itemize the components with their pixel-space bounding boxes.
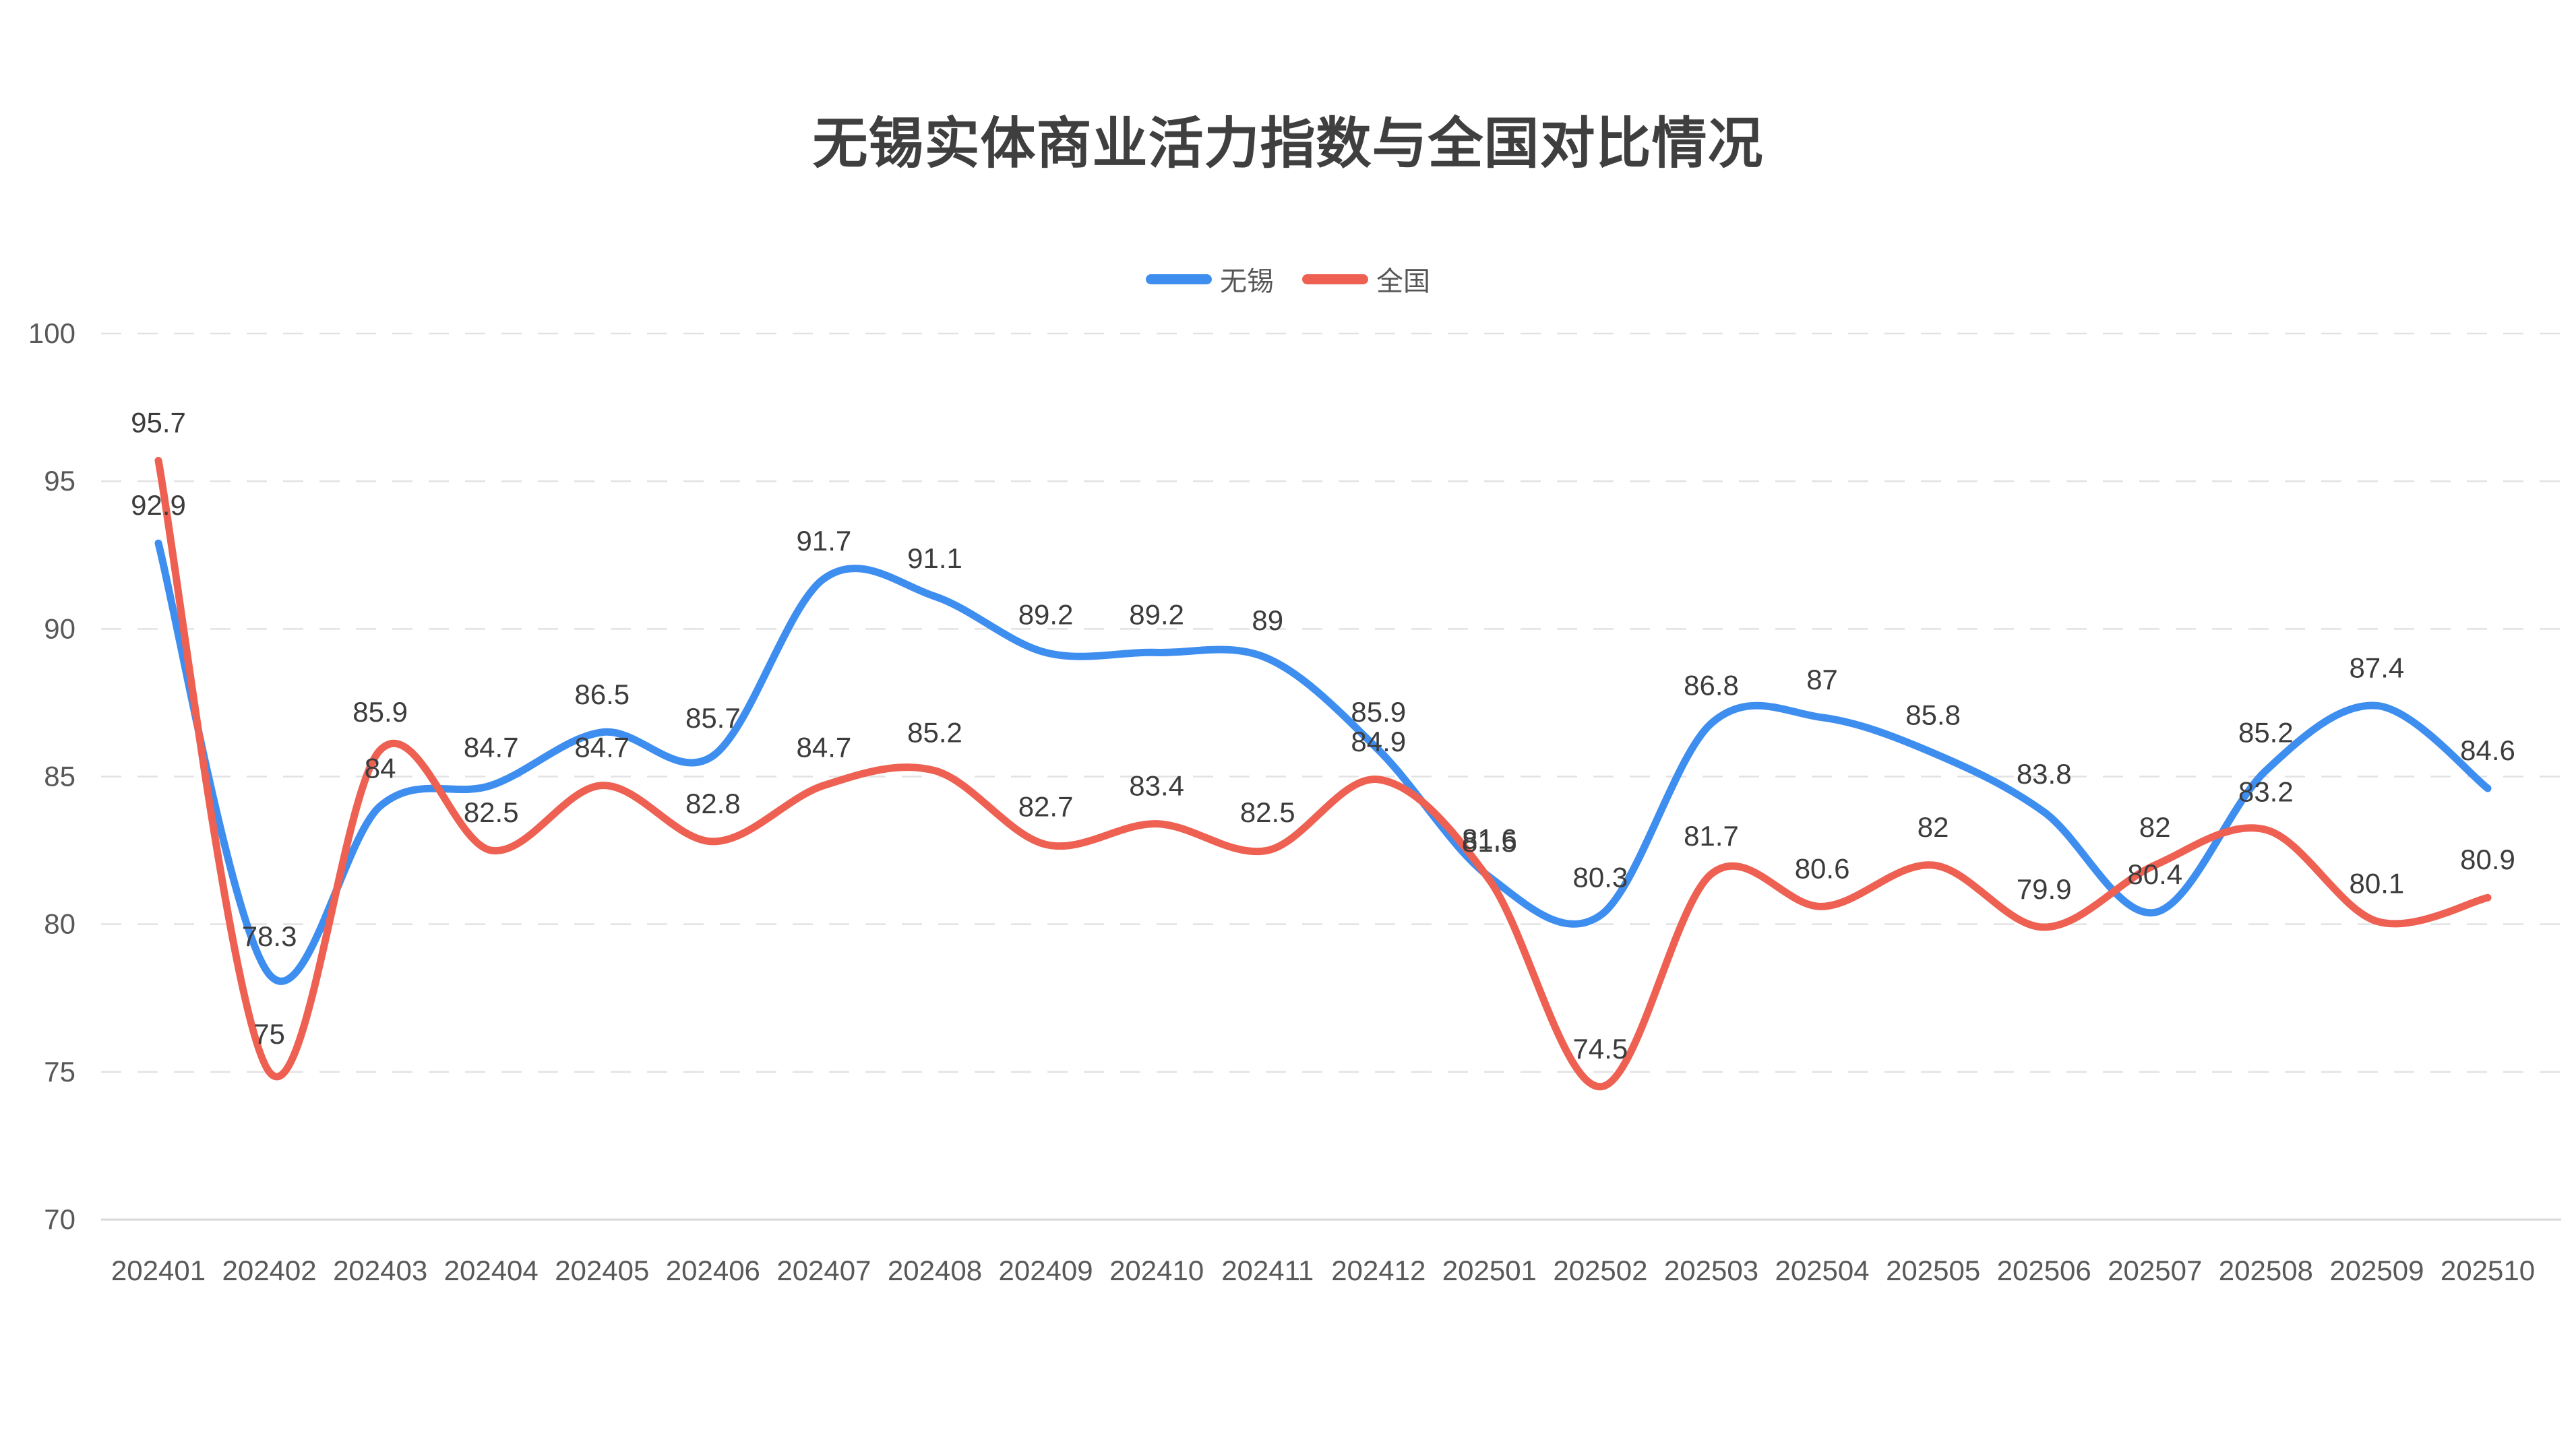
data-label-wuxi: 83.8 [2017,758,2072,790]
data-label-national: 81.5 [1462,826,1517,858]
x-tick-label: 202501 [1442,1255,1537,1286]
x-tick-label: 202407 [776,1255,871,1286]
x-tick-label: 202502 [1553,1255,1647,1286]
x-tick-label: 202506 [1997,1255,2091,1286]
data-label-wuxi: 86.5 [574,679,630,710]
x-tick-label: 202411 [1221,1255,1314,1286]
series-line-national [154,456,2492,1091]
data-label-wuxi: 86.8 [1684,670,1739,701]
x-tick-label: 202504 [1775,1255,1869,1286]
data-label-wuxi: 89.2 [1018,598,1074,630]
x-tick-label: 202409 [998,1255,1093,1286]
legend-swatch-icon [1302,274,1368,284]
x-tick-label: 202503 [1664,1255,1758,1286]
data-label-national: 81.7 [1684,820,1739,852]
data-label-national: 82.7 [1018,790,1074,822]
data-label-wuxi: 85.2 [2238,717,2294,749]
data-label-wuxi: 91.7 [797,525,852,557]
x-tick-label: 202401 [111,1255,206,1286]
data-label-wuxi: 87.4 [2350,652,2405,683]
x-tick-label: 202402 [222,1255,316,1286]
x-tick-label: 202509 [2329,1255,2424,1286]
data-label-national: 85.2 [907,717,962,749]
data-label-wuxi: 92.9 [131,489,186,521]
y-tick-label: 100 [28,317,75,349]
data-label-national: 82 [1918,811,1949,843]
data-label-national: 75 [253,1018,285,1050]
data-label-national: 80.6 [1795,852,1850,884]
y-tick-label: 95 [44,465,75,497]
data-label-wuxi: 81.6 [1462,823,1517,855]
data-label-national: 74.5 [1573,1033,1628,1065]
data-label-wuxi: 84 [365,752,396,784]
x-tick-label: 202510 [2441,1255,2535,1286]
chart-title: 无锡实体商业活力指数与全国对比情况 [812,113,1764,175]
data-label-national: 80.9 [2460,844,2515,875]
x-tick-label: 202412 [1331,1255,1425,1286]
legend-item-national[interactable]: 全国 [1302,259,1430,298]
data-label-wuxi: 91.1 [907,542,962,574]
data-label-national: 82.5 [464,796,519,828]
x-tick-label: 202508 [2219,1255,2313,1286]
data-label-national: 82.5 [1240,796,1295,828]
data-label-wuxi: 80.4 [2127,858,2182,890]
data-label-national: 85.9 [352,696,408,728]
x-tick-label: 202507 [2108,1255,2202,1286]
data-label-wuxi: 89 [1252,604,1283,636]
data-label-wuxi: 85.9 [1351,696,1406,728]
x-tick-label: 202410 [1109,1255,1204,1286]
data-label-wuxi: 84.6 [2460,734,2515,766]
data-label-wuxi: 85.8 [1905,699,1961,730]
data-label-national: 79.9 [2017,873,2072,905]
legend-label: 无锡 [1220,267,1274,296]
x-tick-label: 202408 [888,1255,982,1286]
data-label-wuxi: 84.7 [464,732,519,763]
x-tick-label: 202505 [1886,1255,1980,1286]
data-label-national: 84.7 [574,732,630,763]
data-label-wuxi: 78.3 [242,920,297,952]
data-label-national: 83.4 [1129,770,1184,802]
data-label-national: 80.1 [2350,867,2405,899]
legend-item-wuxi[interactable]: 无锡 [1146,259,1274,298]
data-label-wuxi: 85.7 [685,702,741,734]
legend-swatch-icon [1146,274,1212,284]
data-label-national: 84.7 [797,732,852,763]
data-label-national: 95.7 [131,406,186,438]
y-tick-label: 75 [44,1056,75,1088]
data-label-national: 82 [2139,811,2171,843]
x-tick-label: 202403 [333,1255,427,1286]
legend-label: 全国 [1376,267,1430,296]
data-label-wuxi: 87 [1806,664,1838,695]
y-tick-label: 85 [44,761,75,792]
x-tick-label: 202405 [555,1255,649,1286]
data-label-national: 83.2 [2238,776,2294,807]
x-tick-label: 202406 [666,1255,760,1286]
legend: 无锡 全国 [0,260,2576,298]
series-line-wuxi [154,539,2492,985]
data-label-national: 84.9 [1351,726,1406,757]
y-tick-label: 90 [44,612,75,644]
data-label-wuxi: 80.3 [1573,862,1628,893]
data-label-wuxi: 89.2 [1129,598,1184,630]
data-label-national: 82.8 [685,788,741,819]
x-tick-label: 202404 [444,1255,539,1286]
y-tick-label: 80 [44,908,75,940]
y-tick-label: 70 [44,1203,75,1235]
